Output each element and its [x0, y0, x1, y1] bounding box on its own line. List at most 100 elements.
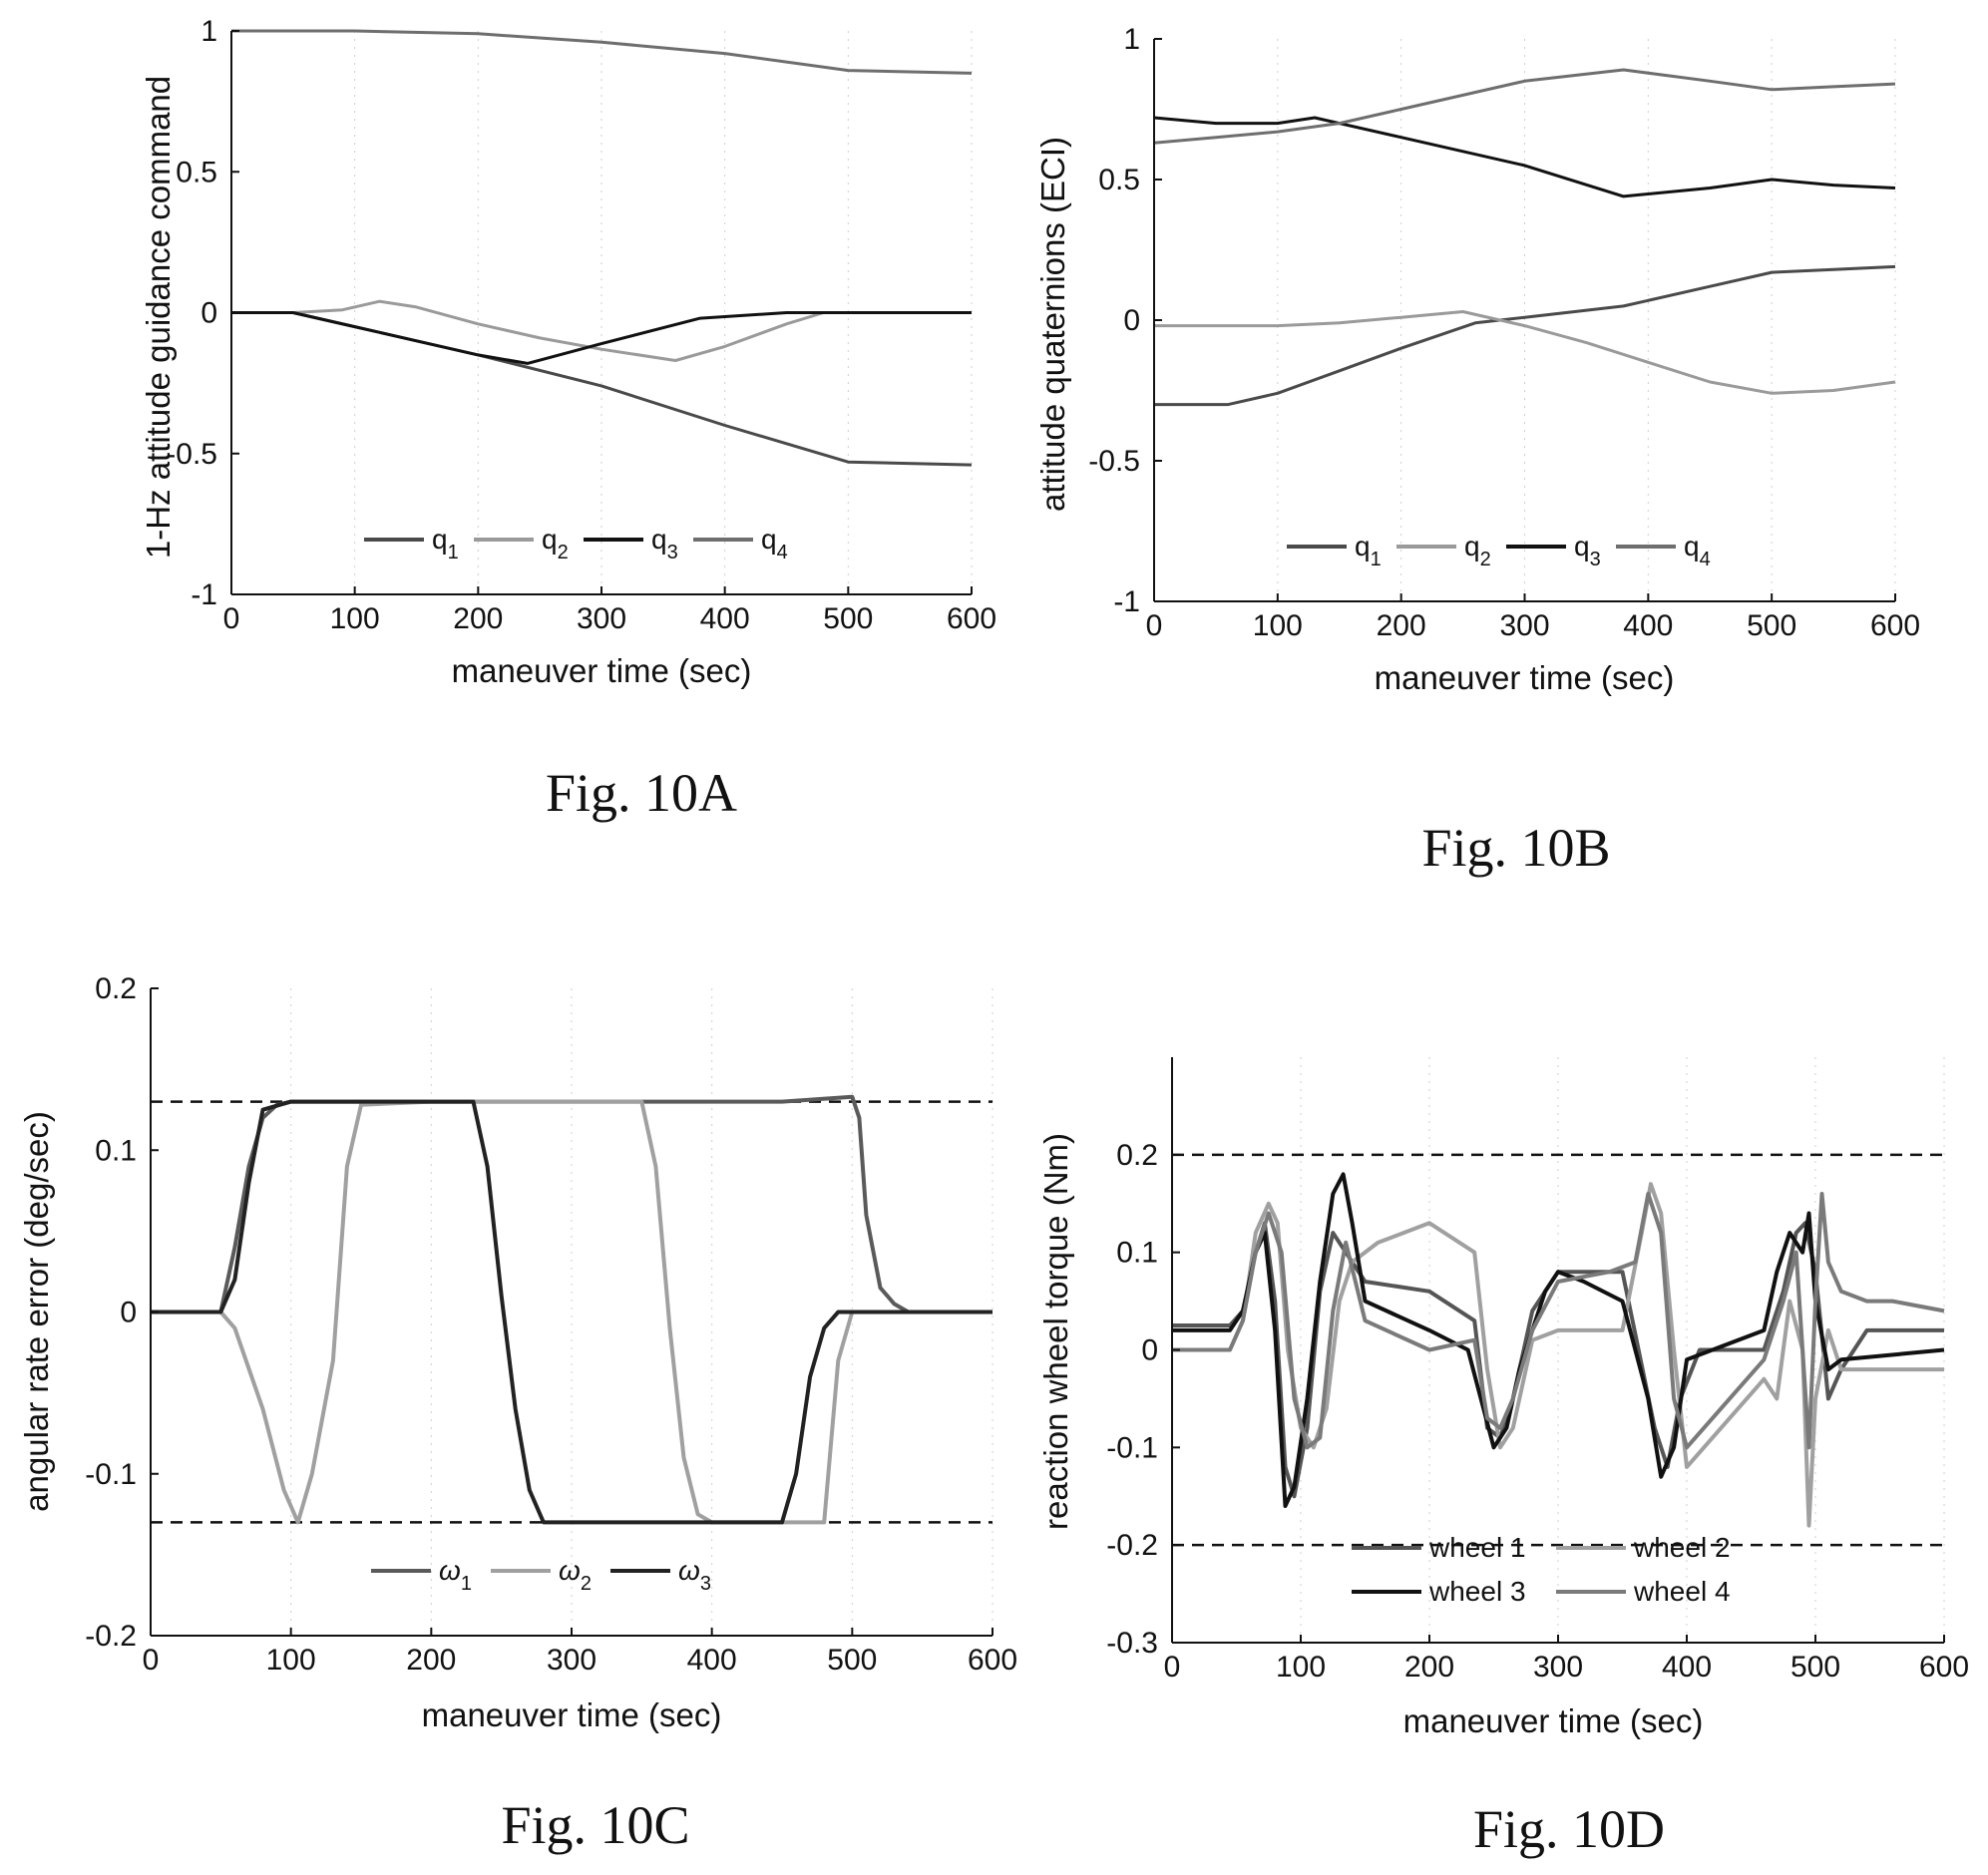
- x-axis-label-a: maneuver time (sec): [452, 652, 752, 689]
- legend-label: q4: [761, 524, 788, 563]
- x-tick-label: 400: [700, 602, 750, 635]
- x-tick-label: 100: [1276, 1651, 1326, 1684]
- y-tick-label: 1: [1123, 23, 1140, 56]
- y-axis-label-c: angular rate error (deg/sec): [18, 1111, 55, 1512]
- y-tick-label: 0.2: [95, 972, 137, 1005]
- x-tick-label: 0: [1164, 1651, 1181, 1684]
- x-tick-label: 100: [266, 1644, 316, 1677]
- x-tick-label: 0: [223, 602, 240, 635]
- series-group-d: [1172, 1172, 1945, 1528]
- series-line-2: [1154, 310, 1896, 395]
- x-tick-label: 200: [1404, 1651, 1454, 1684]
- reference-lines-d: [1172, 1153, 1944, 1547]
- axes-a: [230, 30, 973, 595]
- series-line-4: [231, 29, 973, 75]
- chart-panel-b: 0 100 200 300 400 500 600 -1 -0.5 0 0.5 1 maneuver …: [1034, 23, 1920, 878]
- x-tick-label: 500: [1747, 609, 1796, 642]
- series-line-4: [1172, 1192, 1945, 1450]
- x-tick-label: 400: [1623, 609, 1673, 642]
- x-tick-label: 600: [1870, 609, 1920, 642]
- x-tick-label: 0: [143, 1644, 160, 1677]
- y-axis-label-d: reaction wheel torque (Nm): [1037, 1133, 1074, 1530]
- y-tick-label: 0: [120, 1297, 137, 1329]
- y-axis-label-a: 1-Hz attitude guidance command: [140, 76, 177, 559]
- legend-label: wheel 1: [1428, 1532, 1526, 1563]
- y-tick-label: 0.5: [176, 156, 217, 188]
- legend-label: q1: [1355, 531, 1382, 570]
- legend-c: ω1 ω2 ω3: [371, 1555, 711, 1595]
- y-tick-label: 0: [200, 297, 217, 330]
- grid-d: [1300, 1057, 1945, 1643]
- figure-caption-c: Fig. 10C: [501, 1795, 689, 1855]
- series-line-3: [231, 311, 972, 365]
- x-axis-label-c: maneuver time (sec): [422, 1696, 722, 1733]
- legend-label: wheel 4: [1633, 1576, 1731, 1607]
- axes-c: [150, 987, 994, 1637]
- legend-label: q1: [432, 524, 459, 563]
- y-tick-label: -0.2: [1106, 1529, 1158, 1562]
- y-tick-label: -0.1: [85, 1458, 137, 1491]
- x-tick-label: 300: [1533, 1651, 1583, 1684]
- y-axis-label-b: attitude quaternions (ECI): [1034, 137, 1071, 512]
- series-group-c: [151, 1094, 993, 1525]
- y-tick-label: 0.1: [1116, 1237, 1158, 1270]
- tick-labels-d: 0 100 200 300 400 500 600 -0.3 -0.2 -0.1 0 0.1 0.2: [1106, 1139, 1969, 1684]
- axes-d: [1171, 1057, 1945, 1644]
- x-tick-label: 300: [1499, 609, 1549, 642]
- legend-b: q1 q2 q3 q4: [1287, 531, 1711, 570]
- legend-label: q2: [1464, 531, 1491, 570]
- series-line-3: [1172, 1172, 1945, 1508]
- tick-labels-b: 0 100 200 300 400 500 600 -1 -0.5 0 0.5 1: [1088, 23, 1920, 642]
- legend-label: q3: [1574, 531, 1601, 570]
- x-tick-label: 200: [406, 1644, 456, 1677]
- x-tick-label: 600: [968, 1644, 1017, 1677]
- tick-labels-a: 0 100 200 300 400 500 600 -1 -0.5 0 0.5 1: [166, 15, 996, 635]
- series-group-a: [231, 29, 973, 467]
- series-line-2: [231, 299, 972, 362]
- legend-label: ω1: [439, 1555, 472, 1595]
- y-tick-label: 0.2: [1116, 1139, 1158, 1172]
- x-tick-label: 200: [1377, 609, 1426, 642]
- x-tick-label: 400: [1662, 1651, 1712, 1684]
- series-line-3: [1153, 116, 1896, 198]
- legend-label: q3: [651, 524, 678, 563]
- series-line-2: [151, 1099, 993, 1525]
- x-tick-label: 600: [1919, 1651, 1969, 1684]
- legend-d: wheel 1 wheel 2 wheel 3 wheel 4: [1352, 1532, 1731, 1607]
- y-tick-label: 0: [1141, 1334, 1158, 1367]
- figure-caption-d: Fig. 10D: [1473, 1799, 1665, 1859]
- y-tick-label: 0.5: [1098, 164, 1140, 196]
- figure-caption-b: Fig. 10B: [1421, 818, 1610, 878]
- series-line-4: [1153, 68, 1896, 145]
- chart-panel-d: 0 100 200 300 400 500 600 -0.3 -0.2 -0.1 0 0.1 0.2 m…: [1037, 1057, 1969, 1859]
- y-tick-label: 0.1: [95, 1134, 137, 1167]
- x-tick-label: 0: [1146, 609, 1163, 642]
- legend-label: q2: [542, 524, 569, 563]
- legend-label: wheel 3: [1428, 1576, 1526, 1607]
- axes-b: [1153, 38, 1896, 602]
- y-tick-label: -0.3: [1106, 1627, 1158, 1660]
- series-group-b: [1153, 68, 1896, 407]
- legend-label: wheel 2: [1633, 1532, 1731, 1563]
- y-tick-label: -0.1: [1106, 1431, 1158, 1464]
- y-tick-label: -0.5: [166, 438, 217, 471]
- figure-caption-a: Fig. 10A: [546, 763, 737, 823]
- y-tick-label: -0.2: [85, 1620, 137, 1653]
- x-tick-label: 100: [1253, 609, 1303, 642]
- y-tick-label: -1: [191, 578, 217, 611]
- chart-panel-a: 0 100 200 300 400 500 600 -1 -0.5 0 0.5 1 maneuver …: [140, 15, 996, 823]
- y-tick-label: -1: [1113, 585, 1140, 618]
- legend-label: ω2: [559, 1555, 592, 1595]
- x-tick-label: 100: [330, 602, 380, 635]
- y-tick-label: -0.5: [1088, 445, 1140, 478]
- chart-panel-c: 0 100 200 300 400 500 600 -0.2 -0.1 0 0.1 0.2 maneu…: [18, 972, 1017, 1855]
- series-line-3: [151, 1099, 993, 1525]
- x-tick-label: 300: [577, 602, 626, 635]
- tick-labels-c: 0 100 200 300 400 500 600 -0.2 -0.1 0 0.1 0.2: [85, 972, 1017, 1677]
- x-tick-label: 500: [1790, 1651, 1840, 1684]
- legend-a: q1 q2 q3 q4: [364, 524, 788, 563]
- y-tick-label: 0: [1123, 304, 1140, 337]
- x-axis-label-b: maneuver time (sec): [1375, 659, 1675, 696]
- x-axis-label-d: maneuver time (sec): [1403, 1702, 1704, 1739]
- x-tick-label: 500: [827, 1644, 877, 1677]
